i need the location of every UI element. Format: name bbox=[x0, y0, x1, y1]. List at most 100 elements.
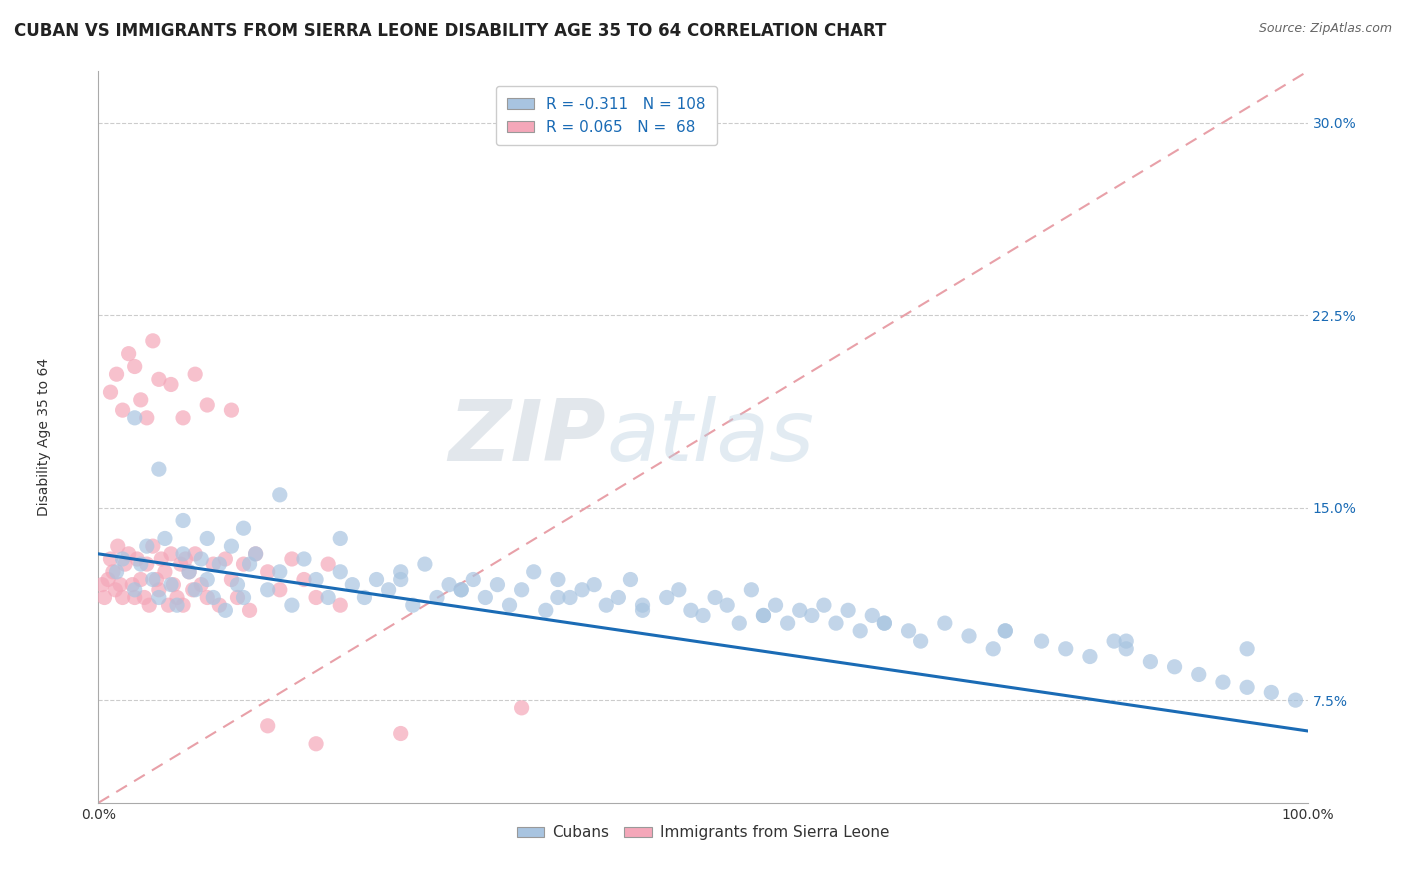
Point bbox=[860, 608, 883, 623]
Point bbox=[105, 565, 128, 579]
Point bbox=[118, 346, 141, 360]
Point bbox=[148, 462, 170, 476]
Point bbox=[108, 577, 131, 591]
Point bbox=[148, 582, 170, 597]
Point bbox=[190, 552, 212, 566]
Point bbox=[873, 616, 896, 631]
Point bbox=[981, 641, 1004, 656]
Point bbox=[135, 539, 157, 553]
Point bbox=[232, 557, 254, 571]
Point bbox=[142, 573, 165, 587]
Point bbox=[172, 598, 194, 612]
Point bbox=[305, 573, 328, 587]
Point bbox=[402, 598, 425, 612]
Text: ZIP: ZIP bbox=[449, 395, 606, 479]
Point bbox=[523, 565, 546, 579]
Point bbox=[655, 591, 678, 605]
Point bbox=[957, 629, 980, 643]
Point bbox=[124, 591, 146, 605]
Point bbox=[160, 377, 183, 392]
Point bbox=[101, 565, 124, 579]
Point bbox=[1054, 641, 1077, 656]
Point bbox=[256, 582, 278, 597]
Point bbox=[166, 591, 188, 605]
Point bbox=[329, 532, 352, 546]
Point bbox=[93, 591, 115, 605]
Point bbox=[104, 582, 127, 597]
Point bbox=[1115, 641, 1137, 656]
Legend: Cubans, Immigrants from Sierra Leone: Cubans, Immigrants from Sierra Leone bbox=[510, 819, 896, 847]
Point bbox=[534, 603, 557, 617]
Point bbox=[668, 582, 690, 597]
Point bbox=[181, 582, 204, 597]
Point bbox=[214, 552, 236, 566]
Point bbox=[1284, 693, 1306, 707]
Point bbox=[208, 557, 231, 571]
Point bbox=[510, 582, 533, 597]
Point bbox=[100, 385, 122, 400]
Point bbox=[256, 719, 278, 733]
Point bbox=[129, 573, 152, 587]
Point bbox=[873, 616, 896, 631]
Point bbox=[221, 403, 243, 417]
Point bbox=[1031, 634, 1053, 648]
Point bbox=[134, 591, 156, 605]
Point bbox=[366, 573, 388, 587]
Point bbox=[558, 591, 581, 605]
Point bbox=[153, 565, 176, 579]
Point bbox=[100, 552, 122, 566]
Point bbox=[595, 598, 617, 612]
Point bbox=[789, 603, 811, 617]
Point bbox=[148, 372, 170, 386]
Point bbox=[316, 591, 339, 605]
Point bbox=[716, 598, 738, 612]
Text: CUBAN VS IMMIGRANTS FROM SIERRA LEONE DISABILITY AGE 35 TO 64 CORRELATION CHART: CUBAN VS IMMIGRANTS FROM SIERRA LEONE DI… bbox=[14, 22, 886, 40]
Point bbox=[221, 573, 243, 587]
Point bbox=[450, 582, 472, 597]
Point bbox=[221, 539, 243, 553]
Point bbox=[1163, 660, 1185, 674]
Point bbox=[281, 598, 304, 612]
Point bbox=[292, 552, 315, 566]
Point bbox=[172, 410, 194, 425]
Point bbox=[232, 521, 254, 535]
Point bbox=[179, 565, 201, 579]
Point bbox=[107, 539, 129, 553]
Point bbox=[214, 603, 236, 617]
Point bbox=[202, 557, 225, 571]
Point bbox=[765, 598, 787, 612]
Point bbox=[728, 616, 751, 631]
Point bbox=[389, 565, 412, 579]
Point bbox=[1139, 655, 1161, 669]
Point bbox=[160, 547, 183, 561]
Point bbox=[97, 573, 120, 587]
Point bbox=[195, 573, 218, 587]
Point bbox=[547, 573, 569, 587]
Point bbox=[607, 591, 630, 605]
Point bbox=[1102, 634, 1125, 648]
Point bbox=[1236, 681, 1258, 695]
Point bbox=[184, 547, 207, 561]
Point bbox=[138, 598, 160, 612]
Text: atlas: atlas bbox=[606, 395, 814, 479]
Point bbox=[679, 603, 702, 617]
Point bbox=[111, 552, 134, 566]
Point bbox=[148, 591, 170, 605]
Point bbox=[269, 582, 291, 597]
Point bbox=[129, 557, 152, 571]
Point bbox=[994, 624, 1017, 638]
Point bbox=[135, 410, 157, 425]
Point bbox=[837, 603, 859, 617]
Point bbox=[389, 726, 412, 740]
Point bbox=[825, 616, 848, 631]
Point bbox=[157, 598, 180, 612]
Point bbox=[256, 565, 278, 579]
Point bbox=[437, 577, 460, 591]
Point bbox=[1188, 667, 1211, 681]
Point bbox=[111, 591, 134, 605]
Point bbox=[202, 591, 225, 605]
Point bbox=[752, 608, 775, 623]
Point bbox=[1115, 634, 1137, 648]
Point bbox=[195, 591, 218, 605]
Point bbox=[994, 624, 1017, 638]
